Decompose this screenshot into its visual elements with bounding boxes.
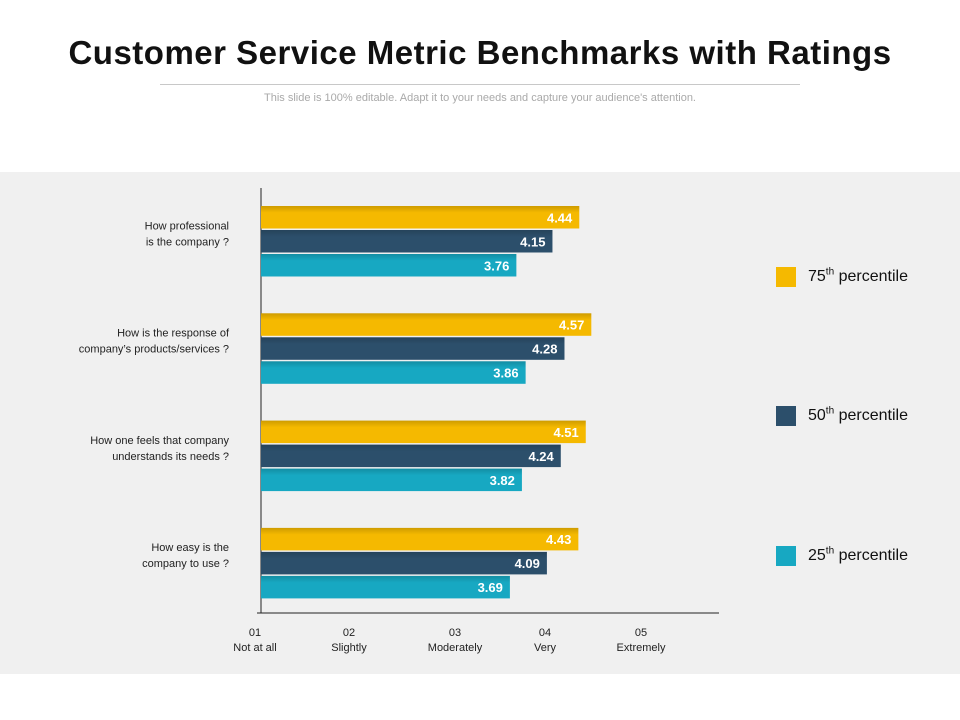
legend-label-50th: 50th percentile (808, 405, 908, 424)
data-label-25th-cat3: 3.82 (490, 473, 515, 488)
category-label-3-line1: How one feels that company (90, 435, 229, 447)
data-label-50th-cat1: 4.15 (520, 234, 545, 249)
page-subtitle: This slide is 100% editable. Adapt it to… (264, 92, 696, 104)
x-tick-number-02: 02 (343, 627, 355, 639)
bar-shade-75th-cat4 (261, 527, 579, 551)
x-tick-number-04: 04 (539, 627, 551, 639)
legend-label-25th: 25th percentile (808, 545, 908, 564)
x-tick-label-05: Extremely (617, 642, 666, 654)
category-label-2-line1: How is the response of (117, 328, 230, 340)
data-label-25th-cat2: 3.86 (493, 366, 518, 381)
x-tick-label-04: Very (534, 642, 557, 654)
legend-item-50th: 50th percentile (776, 405, 908, 427)
bar-shade-50th-cat4 (261, 551, 547, 575)
bar-shade-75th-cat3 (261, 420, 586, 444)
data-label-75th-cat3: 4.51 (553, 425, 578, 440)
legend-item-25th: 25th percentile (776, 545, 908, 567)
category-label-1-line1: How professional (145, 220, 229, 232)
bar-shade-50th-cat3 (261, 444, 561, 468)
category-label-2-line2: company’s products/services ? (79, 344, 229, 356)
data-label-50th-cat3: 4.24 (528, 449, 554, 464)
bar-shade-75th-cat1 (261, 206, 580, 229)
page-title: Customer Service Metric Benchmarks with … (68, 34, 892, 71)
data-label-50th-cat4: 4.09 (515, 556, 540, 571)
category-label-4-line2: company to use ? (142, 558, 229, 570)
legend-label-75th: 75th percentile (808, 266, 908, 285)
data-label-75th-cat4: 4.43 (546, 532, 571, 547)
category-label-1-line2: is the company ? (146, 236, 229, 248)
bar-shade-25th-cat4 (261, 575, 510, 599)
x-tick-label-01: Not at all (233, 642, 276, 654)
x-tick-label-03: Moderately (428, 642, 483, 654)
data-label-75th-cat1: 4.44 (547, 210, 573, 225)
bar-shade-50th-cat2 (261, 337, 565, 360)
bar-shade-50th-cat1 (261, 230, 553, 253)
x-tick-number-01: 01 (249, 627, 261, 639)
bar-shade-25th-cat2 (261, 361, 526, 384)
data-label-25th-cat4: 3.69 (478, 580, 503, 595)
bar-shade-25th-cat1 (261, 254, 517, 277)
legend-swatch-25th (776, 546, 796, 566)
x-tick-label-02: Slightly (331, 642, 367, 654)
bar-shade-75th-cat2 (261, 313, 592, 336)
category-label-4-line1: How easy is the (151, 542, 229, 554)
title-divider (160, 84, 800, 85)
category-label-3-line2: understands its needs ? (112, 451, 229, 463)
x-tick-number-05: 05 (635, 627, 647, 639)
x-tick-number-03: 03 (449, 627, 461, 639)
data-label-75th-cat2: 4.57 (559, 318, 584, 333)
legend-swatch-75th (776, 267, 796, 287)
data-label-25th-cat1: 3.76 (484, 258, 509, 273)
legend-swatch-50th (776, 406, 796, 426)
data-label-50th-cat2: 4.28 (532, 342, 557, 357)
legend-item-75th: 75th percentile (776, 266, 908, 288)
bar-shade-25th-cat3 (261, 468, 522, 492)
